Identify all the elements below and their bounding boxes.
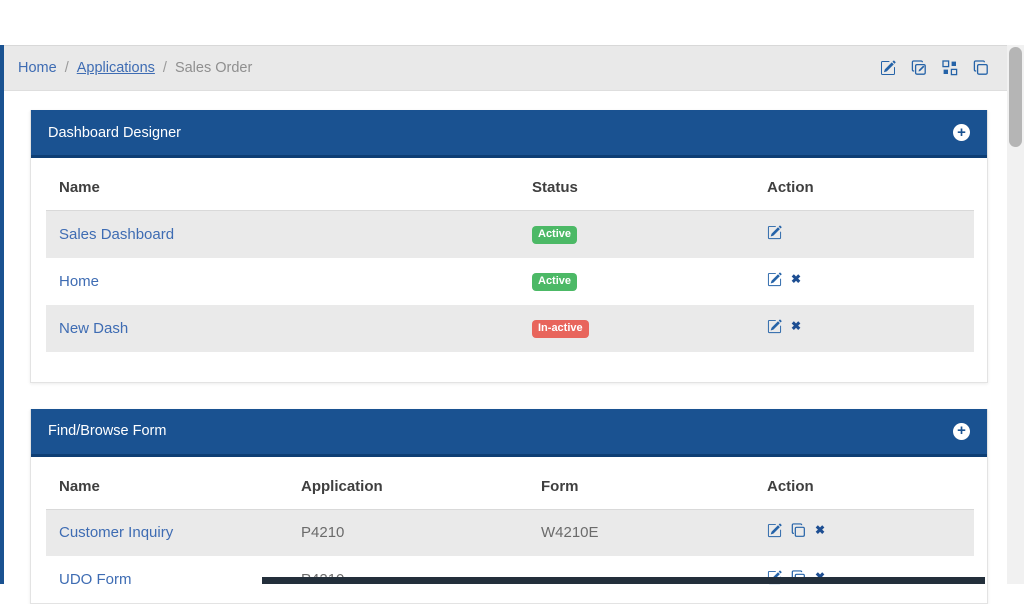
panel-title: Find/Browse Form: [48, 423, 166, 439]
find-browse-form-panel: Find/Browse Form + Name Application Form…: [30, 409, 988, 604]
status-badge: Active: [532, 226, 577, 244]
status-badge: Active: [532, 273, 577, 291]
bottom-window-edge: [262, 577, 985, 584]
column-header-status: Status: [519, 158, 754, 211]
column-header-application: Application: [288, 457, 528, 510]
status-badge: In-active: [532, 320, 589, 338]
table-row: Sales Dashboard Active: [46, 211, 974, 258]
edit-icon[interactable]: [767, 272, 782, 287]
dashboard-designer-panel: Dashboard Designer + Name Status Action: [30, 110, 988, 383]
edit-icon[interactable]: [767, 523, 782, 538]
add-form-button[interactable]: +: [953, 423, 970, 440]
form-link-clipped-row[interactable]: UDO Form: [59, 571, 132, 588]
edit-icon[interactable]: [880, 60, 896, 76]
breadcrumb-applications-link[interactable]: Applications: [77, 60, 155, 76]
main-area: Home / Applications / Sales Order Dashbo…: [4, 45, 1007, 604]
edit-icon[interactable]: [767, 225, 782, 240]
column-header-name: Name: [46, 457, 288, 510]
table-row: Customer Inquiry P4210 W4210E ✖: [46, 509, 974, 556]
copy-edit-icon[interactable]: [911, 60, 927, 76]
edit-icon[interactable]: [767, 319, 782, 334]
form-link-customer-inquiry[interactable]: Customer Inquiry: [59, 524, 173, 541]
scrollbar-thumb[interactable]: [1009, 47, 1022, 147]
breadcrumb-separator: /: [65, 60, 69, 76]
breadcrumb: Home / Applications / Sales Order: [4, 45, 1007, 91]
column-header-action: Action: [754, 158, 974, 211]
dashboard-table: Name Status Action Sales Dashboard Activ…: [46, 158, 974, 352]
dashboard-link-sales-dashboard[interactable]: Sales Dashboard: [59, 226, 174, 243]
form-code: W4210E: [541, 524, 599, 541]
sidebar-edge-stripe: [0, 45, 4, 584]
dashboard-designer-body: Name Status Action Sales Dashboard Activ…: [31, 158, 987, 382]
column-header-form: Form: [528, 457, 754, 510]
vertical-scrollbar[interactable]: [1007, 45, 1024, 584]
dashboard-link-new-dash[interactable]: New Dash: [59, 320, 128, 337]
breadcrumb-current-page: Sales Order: [175, 60, 252, 76]
application-code: P4210: [301, 524, 344, 541]
table-row: New Dash In-active ✖: [46, 305, 974, 352]
delete-icon[interactable]: ✖: [791, 319, 801, 334]
copy-icon[interactable]: [791, 523, 806, 538]
grid-icon[interactable]: [942, 60, 958, 76]
add-dashboard-button[interactable]: +: [953, 124, 970, 141]
breadcrumb-home-link[interactable]: Home: [18, 60, 57, 76]
page-toolbar: [880, 60, 989, 76]
page-content: Dashboard Designer + Name Status Action: [4, 91, 1007, 604]
dashboard-link-home[interactable]: Home: [59, 273, 99, 290]
dashboard-designer-header: Dashboard Designer +: [31, 110, 987, 158]
delete-icon[interactable]: ✖: [815, 523, 825, 538]
table-row: Home Active ✖: [46, 258, 974, 305]
column-header-action: Action: [754, 457, 974, 510]
panel-title: Dashboard Designer: [48, 125, 181, 141]
copy-icon[interactable]: [973, 60, 989, 76]
column-header-name: Name: [46, 158, 519, 211]
delete-icon[interactable]: ✖: [791, 272, 801, 287]
breadcrumb-separator: /: [163, 60, 167, 76]
find-browse-form-header: Find/Browse Form +: [31, 409, 987, 457]
